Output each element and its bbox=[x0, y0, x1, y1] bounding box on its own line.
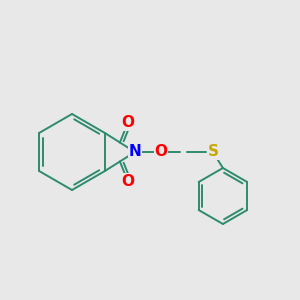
Text: O: O bbox=[122, 115, 134, 130]
Text: S: S bbox=[207, 145, 218, 160]
Text: O: O bbox=[154, 145, 167, 160]
Text: N: N bbox=[128, 145, 141, 160]
Text: O: O bbox=[122, 174, 134, 189]
